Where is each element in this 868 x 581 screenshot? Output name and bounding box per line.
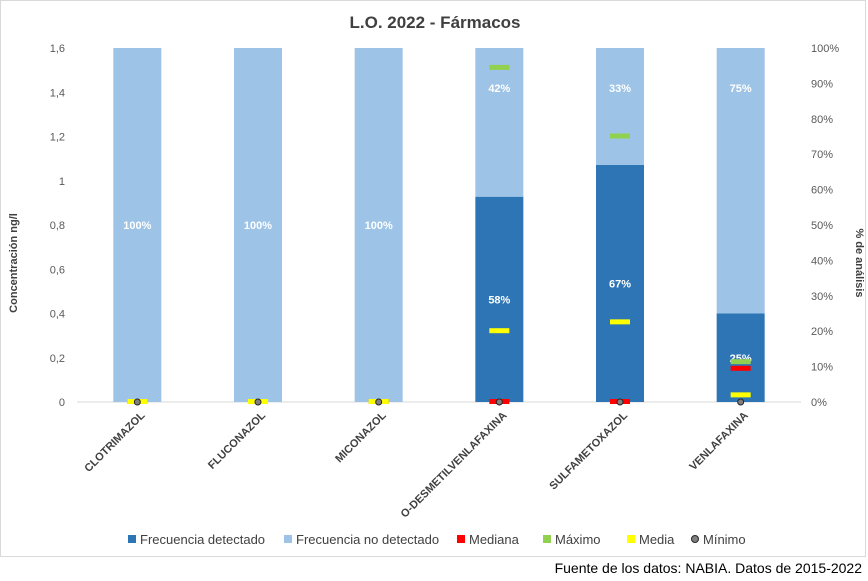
bar-data-label: 33% [609,83,631,95]
legend-swatch [691,535,699,543]
marker-maximo [610,133,630,139]
marker-media [489,328,510,334]
bar-data-label: 58% [488,294,510,306]
marker-minimo [495,398,503,406]
marker-minimo [133,398,141,406]
bar-no-detectado [475,48,524,197]
y-tick-label: 0,4 [50,309,65,321]
y2-axis-ticks: 0% 10% 20% 30% 40% 50% 60% 70% 80% 90% 100% [811,43,839,409]
y2-tick-label: 30% [811,291,833,303]
y2-tick-label: 60% [811,185,833,197]
marker-media [610,319,630,325]
y2-tick-label: 0% [811,397,827,409]
marker-minimo [375,398,383,406]
source-note: Fuente de los datos: NABIA. Datos de 201… [554,560,862,576]
bar-no-detectado [354,48,403,402]
legend: Frecuencia detectado Frecuencia no detect… [128,532,746,547]
y2-tick-label: 90% [811,78,833,90]
y-axis-label: Concentración ng/l [8,213,20,313]
y2-tick-label: 10% [811,362,833,374]
y-tick-label: 1,4 [50,87,65,99]
legend-label: Frecuencia detectado [140,532,265,547]
bar-data-label: 100% [244,220,272,232]
bar-data-label: 67% [609,278,631,290]
chart-title: L.O. 2022 - Fármacos [349,13,520,32]
marker-maximo [489,64,510,70]
marker-media [730,392,751,398]
bars-layer: 100% 100% 100%58%42%67%33%25%75% [113,48,765,402]
y-tick-label: 0,6 [50,264,65,276]
bar-data-label: 100% [123,220,151,232]
y2-tick-label: 40% [811,255,833,267]
category-labels: CLOTRIMAZOL FLUCONAZOL MICONAZOL O-DESMETIL… [82,409,750,520]
chart-frame: L.O. 2022 - Fármacos Concentración ng/l … [0,0,866,557]
y-tick-label: 1 [59,176,65,188]
y2-axis-label: % de análisis [853,228,865,297]
y-tick-label: 0 [59,397,65,409]
category-label: O-DESMETILVENLAFAXINA [399,410,510,521]
legend-swatch [284,535,292,543]
category-label: SULFAMETOXAZOL [547,409,630,492]
marker-maximo [730,359,751,365]
y-tick-label: 1,2 [50,132,65,144]
bar-no-detectado [234,48,282,402]
category-label: FLUCONAZOL [206,409,268,471]
category-label: CLOTRIMAZOL [82,409,147,474]
marker-mediana [730,365,751,371]
y2-tick-label: 100% [811,43,839,55]
legend-swatch [128,535,136,543]
y2-tick-label: 80% [811,114,833,126]
legend-label: Mediana [469,532,520,547]
legend-swatch [627,535,635,543]
bar-detectado [596,164,644,402]
legend-label: Máximo [555,532,601,547]
bar-detectado [475,196,524,402]
y2-tick-label: 20% [811,326,833,338]
category-label: MICONAZOL [333,409,389,465]
markers-layer [127,64,751,406]
category-label: VENLAFAXINA [687,410,750,473]
y-axis-ticks: 0 0,2 0,4 0,6 0,8 1 1,2 1,4 1,6 [50,43,65,409]
y-tick-label: 0,8 [50,220,65,232]
bar-data-label: 42% [488,83,510,95]
legend-label: Frecuencia no detectado [296,532,439,547]
marker-minimo [254,398,262,406]
y2-tick-label: 70% [811,149,833,161]
bar-data-label: 75% [730,83,752,95]
bar-no-detectado [596,48,644,165]
bar-no-detectado [716,48,765,314]
legend-swatch [543,535,551,543]
chart-canvas: L.O. 2022 - Fármacos Concentración ng/l … [8,13,865,547]
bar-data-label: 100% [365,220,393,232]
legend-label: Mínimo [703,532,746,547]
y-tick-label: 0,2 [50,353,65,365]
marker-minimo [737,398,745,406]
bar-detectado [716,313,765,402]
y2-tick-label: 50% [811,220,833,232]
y-tick-label: 1,6 [50,43,65,55]
legend-swatch [457,535,465,543]
marker-minimo [616,398,624,406]
legend-label: Media [639,532,675,547]
bar-no-detectado [113,48,162,402]
